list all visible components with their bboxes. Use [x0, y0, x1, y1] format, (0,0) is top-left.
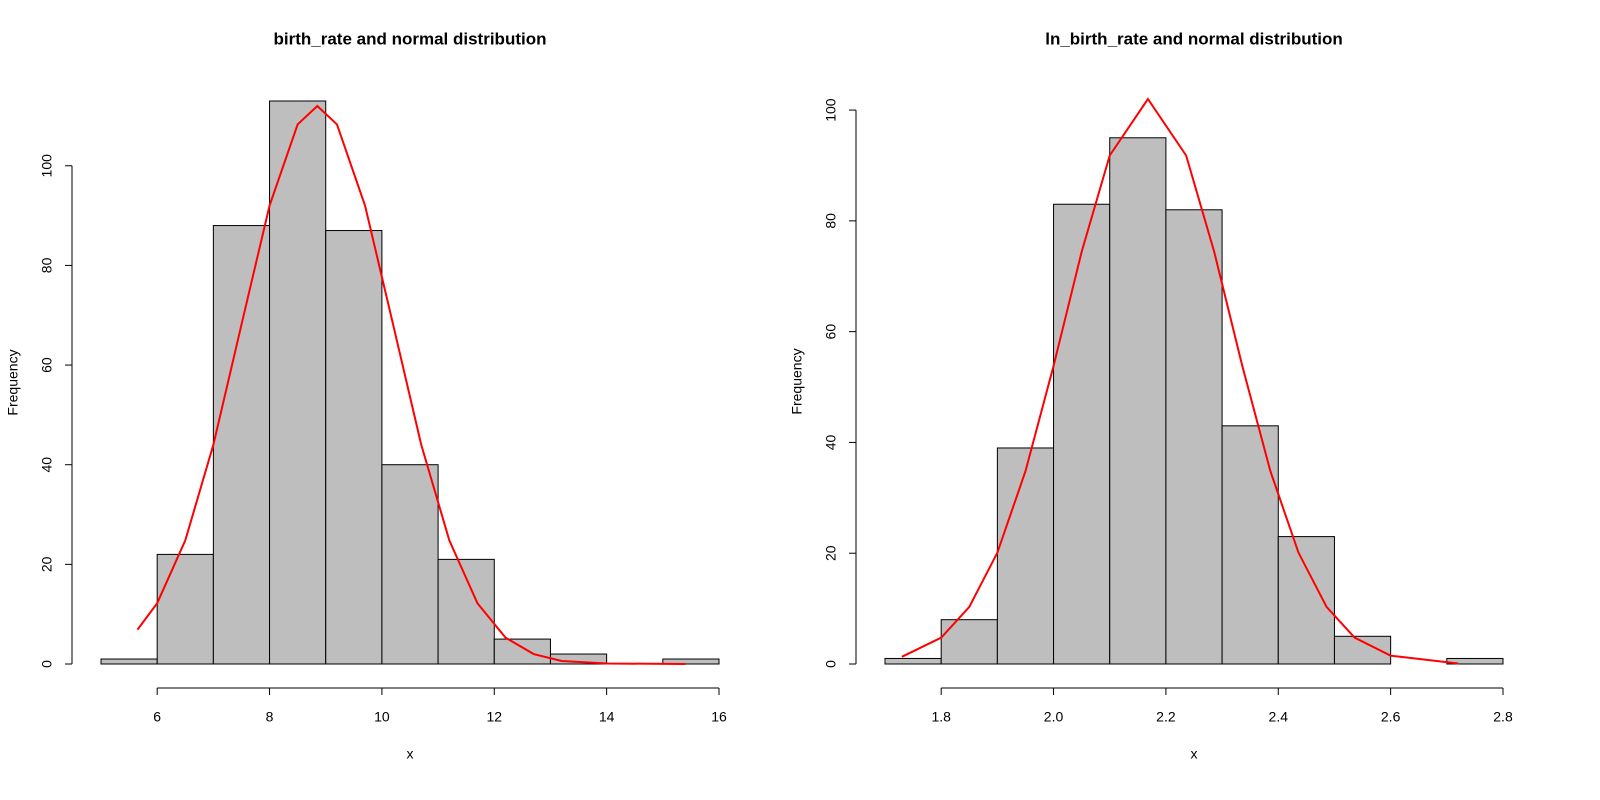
bar — [100, 658, 158, 665]
y-axis-label: Frequency — [789, 348, 805, 414]
normal-curve — [901, 97, 1459, 665]
chart-title: ln_birth_rate and normal distribution — [1045, 29, 1343, 48]
bar — [437, 558, 495, 665]
y-tick-label: 80 — [823, 213, 839, 229]
bar — [662, 658, 720, 665]
x-tick-label: 14 — [599, 709, 615, 725]
bar — [1165, 209, 1223, 665]
chart: 0 20 40 60 80 100 1.8 2.0 2.2 2.4 2.6 2.8 ln_birth_r… — [789, 29, 1513, 761]
bar — [1333, 635, 1392, 665]
x-tick-label: 2.2 — [1156, 709, 1176, 725]
bar — [996, 447, 1055, 665]
x-axis-label: x — [407, 746, 414, 762]
y-tick-label: 0 — [823, 660, 839, 668]
y-tick-label: 60 — [823, 324, 839, 340]
bar — [269, 100, 327, 665]
x-tick-label: 2.6 — [1381, 709, 1401, 725]
y-tick-label: 40 — [823, 434, 839, 450]
bar — [1053, 203, 1111, 665]
x-tick-label: 2.0 — [1044, 709, 1064, 725]
bar — [212, 225, 271, 665]
y-tick-label: 80 — [39, 257, 55, 273]
x-tick-label: 12 — [486, 709, 502, 725]
bar — [156, 553, 214, 665]
bar — [493, 638, 551, 665]
x-tick-label: 16 — [711, 709, 727, 725]
x-axis-label: x — [1191, 746, 1198, 762]
y-tick-label: 20 — [823, 545, 839, 561]
x-tick-label: 8 — [266, 709, 274, 725]
y-tick-label: 20 — [39, 556, 55, 572]
x-tick-label: 2.8 — [1493, 709, 1513, 725]
x-tick-label: 2.4 — [1269, 709, 1289, 725]
bar — [325, 230, 383, 665]
chart: 0 20 40 60 80 100 6 8 10 12 14 16 birth_rate and nor… — [5, 29, 727, 761]
bar — [381, 464, 439, 665]
bar — [1221, 425, 1279, 665]
y-tick-label: 60 — [39, 357, 55, 373]
x-tick-label: 1.8 — [931, 709, 951, 725]
normal-curve — [136, 104, 686, 665]
x-tick-label: 10 — [374, 709, 390, 725]
y-tick-label: 100 — [823, 98, 839, 122]
y-tick-label: 40 — [39, 457, 55, 473]
y-tick-label: 100 — [39, 154, 55, 178]
y-tick-label: 0 — [39, 660, 55, 668]
x-tick-label: 6 — [153, 709, 161, 725]
bar — [1109, 137, 1167, 665]
bar — [940, 619, 998, 665]
y-axis-label: Frequency — [5, 349, 21, 415]
chart-title: birth_rate and normal distribution — [274, 29, 547, 48]
bar — [1277, 536, 1335, 665]
bar — [884, 657, 942, 665]
